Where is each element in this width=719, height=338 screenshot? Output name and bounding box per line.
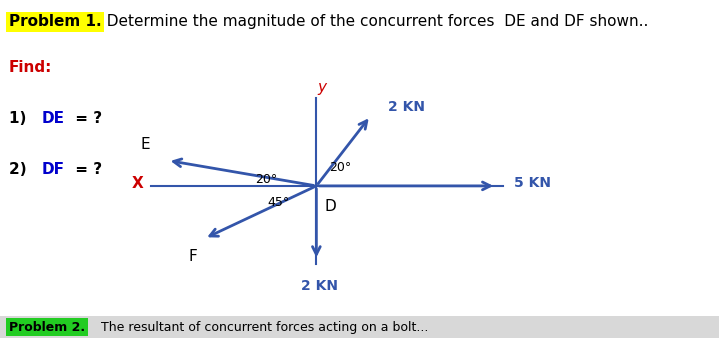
Text: 1): 1) — [9, 111, 31, 126]
Text: Problem 2.: Problem 2. — [9, 321, 85, 334]
Text: 20°: 20° — [255, 173, 278, 186]
Text: X: X — [132, 176, 144, 191]
Text: F: F — [188, 249, 197, 264]
Text: 2): 2) — [9, 162, 32, 176]
Text: 45°: 45° — [267, 196, 290, 209]
Text: 2 KN: 2 KN — [388, 100, 426, 114]
Text: Problem 1.: Problem 1. — [9, 15, 101, 29]
Text: = ?: = ? — [70, 162, 103, 176]
Text: 5 KN: 5 KN — [514, 176, 551, 190]
Text: DF: DF — [42, 162, 65, 176]
Text: D: D — [325, 199, 336, 214]
Text: Determine the magnitude of the concurrent forces  DE and DF shown..: Determine the magnitude of the concurren… — [97, 15, 649, 29]
Bar — [0, 316, 719, 338]
Text: E: E — [140, 137, 150, 152]
Text: 20°: 20° — [329, 161, 352, 174]
Text: y: y — [318, 80, 326, 95]
Text: The resultant of concurrent forces acting on a bolt...: The resultant of concurrent forces actin… — [97, 321, 429, 334]
Text: = ?: = ? — [70, 111, 103, 126]
Text: DE: DE — [42, 111, 65, 126]
Text: Find:: Find: — [9, 60, 52, 75]
Text: 2 KN: 2 KN — [301, 279, 339, 293]
